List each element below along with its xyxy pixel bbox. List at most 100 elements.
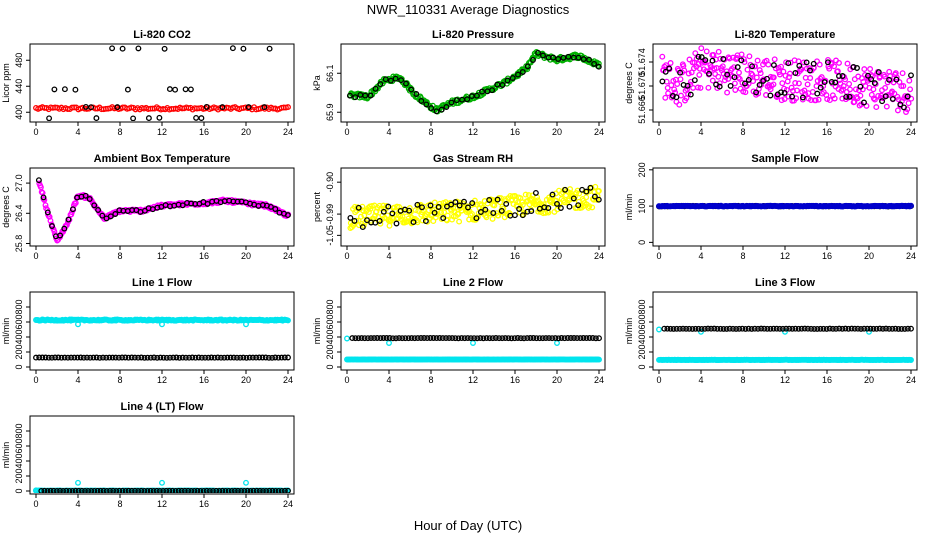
data-point	[527, 335, 534, 341]
data-points	[659, 45, 915, 115]
data-point	[403, 80, 409, 87]
data-point	[262, 354, 269, 361]
panel-title: Line 4 (LT) Flow	[121, 401, 204, 413]
data-point	[160, 354, 167, 361]
data-point	[461, 335, 468, 342]
data-point	[160, 487, 167, 493]
data-point	[674, 81, 681, 87]
data-point	[46, 115, 53, 121]
data-point	[752, 63, 759, 70]
data-point	[182, 354, 189, 361]
data-point	[427, 202, 434, 209]
data-point	[408, 335, 415, 342]
data-point	[455, 335, 462, 342]
data-point	[851, 98, 858, 105]
x-tick-label: 4	[75, 127, 80, 137]
x-tick-label: 4	[386, 127, 391, 137]
data-point	[767, 325, 774, 332]
y-tick-label: 400	[14, 453, 24, 468]
x-tick-label: 0	[33, 375, 38, 385]
data-point	[677, 69, 684, 76]
x-tick-label: 12	[780, 375, 790, 385]
data-point	[550, 54, 557, 61]
data-point	[103, 354, 110, 361]
x-tick-label: 20	[552, 127, 562, 137]
data-point	[789, 93, 796, 100]
series-line1-cyan-dips	[75, 321, 249, 328]
data-point	[112, 354, 119, 361]
data-point	[570, 195, 577, 202]
y-tick-label: 600	[14, 314, 24, 329]
data-point	[444, 212, 451, 219]
data-point	[170, 354, 177, 361]
data-point	[562, 186, 569, 193]
data-point	[731, 74, 738, 81]
data-point	[82, 487, 88, 493]
data-point	[189, 354, 196, 361]
data-point	[465, 204, 471, 211]
data-point	[385, 203, 392, 210]
data-point	[798, 325, 805, 332]
data-point	[470, 340, 476, 346]
x-tick-label: 8	[117, 127, 122, 137]
data-point	[398, 216, 405, 223]
data-point	[376, 217, 383, 224]
data-point	[61, 225, 68, 232]
data-point	[575, 202, 582, 209]
data-point	[455, 211, 462, 218]
data-point	[414, 335, 421, 342]
data-point	[144, 354, 151, 361]
data-point	[544, 208, 551, 215]
data-point	[351, 217, 358, 224]
data-point	[845, 325, 852, 332]
data-point	[44, 487, 51, 493]
y-axis-label: percent	[312, 191, 322, 222]
data-point	[756, 67, 763, 74]
data-point	[736, 325, 743, 332]
y-tick-label: 800	[14, 299, 24, 314]
data-point	[413, 91, 420, 97]
data-point	[368, 335, 374, 342]
data-point	[389, 210, 396, 217]
data-point	[758, 325, 765, 332]
data-point	[847, 86, 853, 93]
data-point	[795, 80, 802, 87]
y-tick-label: 51.666	[637, 96, 647, 124]
data-point	[516, 206, 523, 212]
data-point	[77, 354, 84, 361]
data-point	[90, 354, 97, 361]
data-point	[686, 325, 693, 332]
y-tick-label: 200	[637, 344, 647, 359]
data-point	[882, 84, 889, 91]
data-point	[744, 66, 751, 73]
data-point	[448, 201, 455, 208]
data-point	[285, 104, 291, 111]
data-point	[891, 90, 898, 97]
data-point	[703, 48, 710, 55]
data-point	[779, 80, 786, 87]
data-point	[765, 61, 772, 68]
data-point	[906, 77, 913, 84]
data-point	[532, 189, 539, 196]
data-point	[786, 325, 793, 332]
data-point	[778, 63, 785, 70]
data-point	[63, 487, 70, 493]
data-point	[128, 354, 135, 361]
data-point	[425, 207, 432, 214]
x-tick-label: 0	[33, 127, 38, 137]
data-point	[731, 80, 738, 87]
x-tick-label: 0	[344, 375, 349, 385]
x-tick-label: 0	[656, 251, 661, 261]
data-point	[881, 73, 888, 80]
data-point	[100, 487, 107, 493]
data-point	[719, 63, 726, 70]
data-point	[41, 197, 48, 203]
data-point	[846, 93, 853, 100]
data-point	[815, 96, 822, 103]
data-point	[756, 81, 763, 88]
data-point	[726, 325, 733, 332]
data-point	[715, 48, 722, 55]
data-point	[522, 191, 529, 198]
data-point	[275, 487, 282, 493]
data-point	[367, 205, 374, 212]
